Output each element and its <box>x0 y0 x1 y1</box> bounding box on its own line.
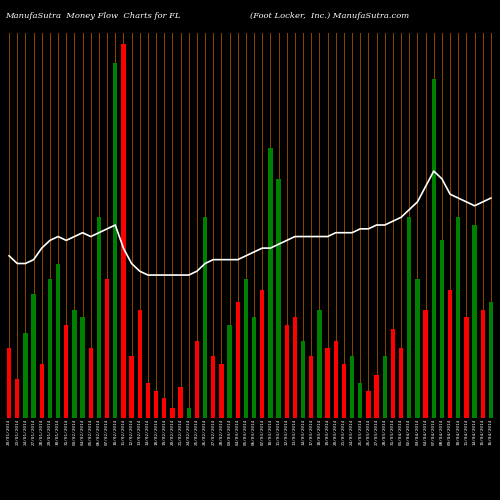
Bar <box>80 318 85 418</box>
Bar <box>464 318 468 418</box>
Bar <box>56 264 60 418</box>
Bar <box>276 179 281 418</box>
Bar <box>178 386 183 418</box>
Bar <box>309 356 314 418</box>
Bar <box>244 279 248 417</box>
Bar <box>456 218 460 418</box>
Bar <box>407 218 412 418</box>
Bar <box>317 310 322 418</box>
Bar <box>130 356 134 418</box>
Bar <box>488 302 493 418</box>
Bar <box>7 348 12 418</box>
Bar <box>334 340 338 417</box>
Bar <box>88 348 93 418</box>
Bar <box>40 364 44 418</box>
Bar <box>228 325 232 418</box>
Text: ManufaSutra  Money Flow  Charts for FL: ManufaSutra Money Flow Charts for FL <box>5 12 180 20</box>
Bar <box>399 348 404 418</box>
Bar <box>113 64 117 418</box>
Bar <box>292 318 297 418</box>
Bar <box>170 408 174 418</box>
Bar <box>326 348 330 418</box>
Bar <box>64 325 68 418</box>
Bar <box>186 408 191 418</box>
Bar <box>374 375 379 418</box>
Bar <box>284 325 289 418</box>
Bar <box>480 310 485 418</box>
Bar <box>424 310 428 418</box>
Bar <box>194 340 199 417</box>
Bar <box>96 218 101 418</box>
Bar <box>15 379 20 418</box>
Bar <box>390 329 395 418</box>
Bar <box>154 390 158 417</box>
Bar <box>72 310 76 418</box>
Bar <box>48 279 52 417</box>
Bar <box>146 383 150 418</box>
Bar <box>236 302 240 418</box>
Bar <box>162 398 166 417</box>
Bar <box>203 218 207 418</box>
Bar <box>448 290 452 418</box>
Bar <box>121 44 126 418</box>
Bar <box>301 340 306 417</box>
Bar <box>415 279 420 417</box>
Bar <box>342 364 346 418</box>
Bar <box>260 290 264 418</box>
Bar <box>32 294 36 418</box>
Bar <box>105 279 110 417</box>
Bar <box>472 225 477 418</box>
Text: (Foot Locker,  Inc.) ManufaSutra.com: (Foot Locker, Inc.) ManufaSutra.com <box>250 12 409 20</box>
Bar <box>219 364 224 418</box>
Bar <box>268 148 272 417</box>
Bar <box>211 356 216 418</box>
Bar <box>382 356 387 418</box>
Bar <box>366 390 370 417</box>
Bar <box>440 240 444 418</box>
Bar <box>350 356 354 418</box>
Bar <box>23 333 28 417</box>
Bar <box>432 78 436 417</box>
Bar <box>252 318 256 418</box>
Bar <box>358 383 362 418</box>
Bar <box>138 310 142 418</box>
